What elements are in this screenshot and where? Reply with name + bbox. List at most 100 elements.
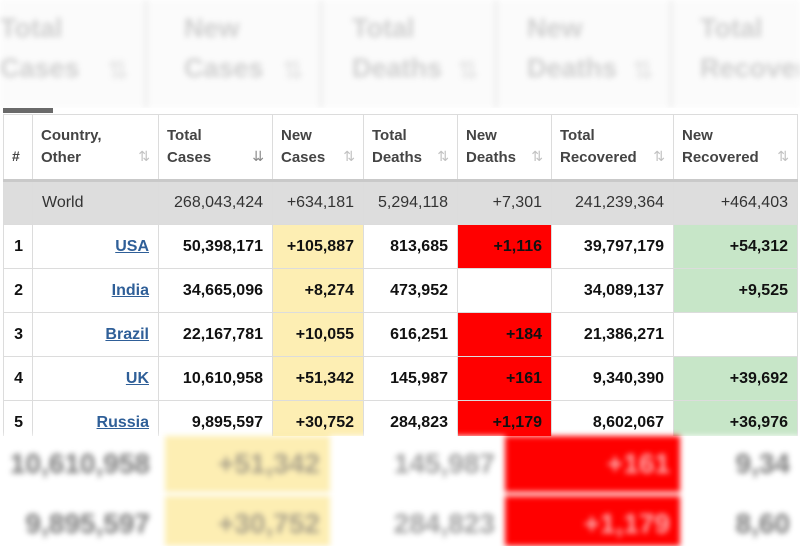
- header-total-recovered[interactable]: Total Recovered ⇅: [551, 114, 674, 182]
- header-label: Total Cases: [167, 127, 212, 166]
- country-cell: India: [32, 268, 159, 313]
- total-recovered-cell: 21,386,271: [551, 312, 674, 357]
- bg-header-label: New Cases: [184, 13, 264, 83]
- blurred-background-header: Total Cases ⇅ New Cases ⇅ Total Deaths ⇅…: [0, 0, 800, 108]
- new-cases-cell: +8,274: [272, 268, 364, 313]
- blurred-background-rows: 10,610,958 +51,342 145,987 +161 9,34 9,8…: [0, 436, 800, 546]
- bg-total-recovered: 8,60: [680, 496, 800, 546]
- total-cases-cell: 22,167,781: [158, 312, 273, 357]
- rank-cell: [3, 180, 33, 225]
- sort-arrows-icon[interactable]: ⇅: [343, 148, 355, 164]
- header-total-cases[interactable]: Total Cases ⇊: [158, 114, 273, 182]
- bg-total-deaths: 145,987: [330, 436, 505, 492]
- total-recovered-cell: 241,239,364: [551, 180, 674, 225]
- sort-arrows-icon: ⇅: [282, 55, 304, 85]
- total-deaths-cell: 616,251: [363, 312, 458, 357]
- table-row-world: World 268,043,424 +634,181 5,294,118 +7,…: [3, 180, 798, 225]
- header-label: Total Recovered: [560, 127, 637, 166]
- new-cases-cell: +51,342: [272, 356, 364, 401]
- bg-total-cases: 10,610,958: [0, 436, 160, 492]
- table-row: 3 Brazil 22,167,781 +10,055 616,251 +184…: [3, 312, 798, 357]
- header-new-cases[interactable]: New Cases ⇅: [272, 114, 364, 182]
- sort-arrows-icon[interactable]: ⇅: [531, 148, 543, 164]
- bg-header-label: New Deaths: [527, 13, 618, 83]
- total-deaths-cell: 145,987: [363, 356, 458, 401]
- rank-cell: 4: [3, 356, 33, 401]
- total-recovered-cell: 9,340,390: [551, 356, 674, 401]
- country-link-russia[interactable]: Russia: [96, 413, 149, 431]
- bg-header-total-cases: Total Cases ⇅: [0, 0, 147, 108]
- new-recovered-cell: +39,692: [673, 356, 798, 401]
- new-recovered-cell: +464,403: [673, 180, 798, 225]
- new-recovered-cell: +9,525: [673, 268, 798, 313]
- country-link-brazil[interactable]: Brazil: [105, 325, 149, 343]
- new-deaths-cell: [457, 268, 552, 313]
- header-label: #: [12, 148, 20, 164]
- covid-table-container: # Country, Other ⇅ Total Cases ⇊ New Cas…: [3, 108, 800, 436]
- bg-total-recovered: 9,34: [680, 436, 800, 492]
- bg-new-deaths: +1,179: [505, 496, 680, 546]
- new-deaths-cell: +1,179: [457, 400, 552, 436]
- total-cases-cell: 9,895,597: [158, 400, 273, 436]
- table-header-row: # Country, Other ⇅ Total Cases ⇊ New Cas…: [3, 114, 798, 182]
- rank-cell: 2: [3, 268, 33, 313]
- bg-new-deaths: +161: [505, 436, 680, 492]
- bg-total-deaths: 284,823: [330, 496, 505, 546]
- sort-arrows-icon: ⇅: [457, 55, 479, 85]
- header-new-recovered[interactable]: New Recovered ⇅: [673, 114, 798, 182]
- new-deaths-cell: +1,116: [457, 224, 552, 269]
- country-link-india[interactable]: India: [111, 281, 149, 299]
- header-new-deaths[interactable]: New Deaths ⇅: [457, 114, 552, 182]
- bg-row: 9,895,597 +30,752 284,823 +1,179 8,60: [0, 496, 800, 546]
- bg-header-new-cases: New Cases ⇅: [160, 0, 322, 108]
- total-cases-cell: 50,398,171: [158, 224, 273, 269]
- sort-arrows-icon: ⇅: [632, 55, 654, 85]
- table-row: 2 India 34,665,096 +8,274 473,952 34,089…: [3, 268, 798, 313]
- total-recovered-cell: 34,089,137: [551, 268, 674, 313]
- sort-desc-icon[interactable]: ⇊: [252, 148, 264, 164]
- country-link-uk[interactable]: UK: [125, 369, 149, 387]
- rank-cell: 1: [3, 224, 33, 269]
- sort-arrows-icon[interactable]: ⇅: [437, 148, 449, 164]
- new-deaths-cell: +161: [457, 356, 552, 401]
- bg-header-label: Total Recovered: [700, 13, 800, 83]
- bg-new-cases: +51,342: [165, 436, 330, 492]
- new-cases-cell: +105,887: [272, 224, 364, 269]
- sort-arrows-icon[interactable]: ⇅: [777, 148, 789, 164]
- bg-header-total-recovered: Total Recovered: [680, 0, 800, 108]
- new-recovered-cell: [673, 312, 798, 357]
- sort-arrows-icon[interactable]: ⇅: [138, 148, 150, 164]
- covid-stats-table: # Country, Other ⇅ Total Cases ⇊ New Cas…: [3, 114, 798, 436]
- country-link-usa[interactable]: USA: [115, 237, 149, 255]
- scroll-indicator[interactable]: [3, 108, 53, 113]
- new-cases-cell: +634,181: [272, 180, 364, 225]
- header-label: New Cases: [281, 127, 326, 166]
- rank-cell: 5: [3, 400, 33, 436]
- total-cases-cell: 10,610,958: [158, 356, 273, 401]
- header-rank: #: [3, 114, 33, 182]
- bg-header-new-deaths: New Deaths ⇅: [505, 0, 672, 108]
- header-label: New Recovered: [682, 127, 759, 166]
- sort-arrows-icon: ⇅: [107, 55, 129, 85]
- rank-cell: 3: [3, 312, 33, 357]
- total-cases-cell: 34,665,096: [158, 268, 273, 313]
- header-total-deaths[interactable]: Total Deaths ⇅: [363, 114, 458, 182]
- sort-arrows-icon[interactable]: ⇅: [653, 148, 665, 164]
- total-deaths-cell: 473,952: [363, 268, 458, 313]
- new-recovered-cell: +54,312: [673, 224, 798, 269]
- country-cell: Russia: [32, 400, 159, 436]
- total-deaths-cell: 813,685: [363, 224, 458, 269]
- bg-total-cases: 9,895,597: [0, 496, 160, 546]
- new-cases-cell: +30,752: [272, 400, 364, 436]
- header-label: New Deaths: [466, 127, 517, 166]
- bg-row: 10,610,958 +51,342 145,987 +161 9,34: [0, 436, 800, 492]
- bg-header-label: Total Deaths: [352, 13, 443, 83]
- table-row: 5 Russia 9,895,597 +30,752 284,823 +1,17…: [3, 400, 798, 436]
- header-country[interactable]: Country, Other ⇅: [32, 114, 159, 182]
- bg-header-total-deaths: Total Deaths ⇅: [330, 0, 497, 108]
- country-cell: UK: [32, 356, 159, 401]
- country-cell: World: [32, 180, 159, 225]
- country-cell: USA: [32, 224, 159, 269]
- total-cases-cell: 268,043,424: [158, 180, 273, 225]
- total-deaths-cell: 284,823: [363, 400, 458, 436]
